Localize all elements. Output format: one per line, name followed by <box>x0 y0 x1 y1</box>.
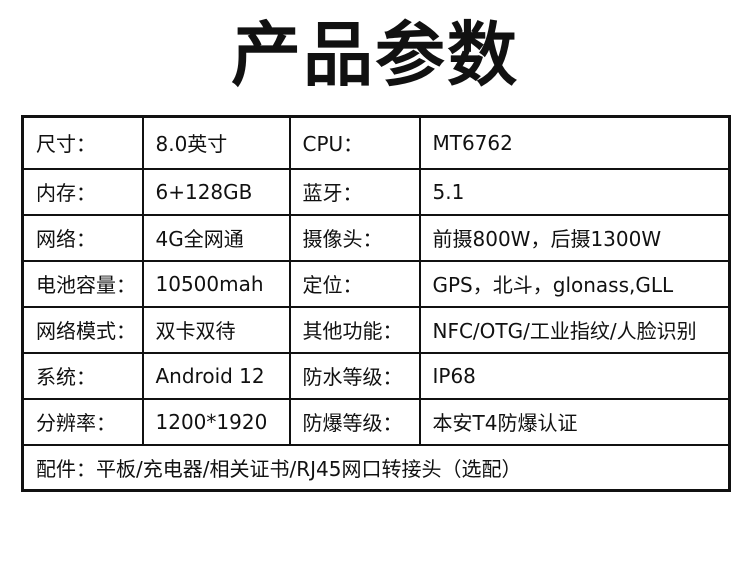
table-row: 网络模式： 双卡双待 其他功能： NFC/OTG/工业指纹/人脸识别 <box>21 305 731 354</box>
spec-label: CPU： <box>288 115 421 170</box>
table-row: 尺寸： 8.0英寸 CPU： MT6762 <box>21 115 731 170</box>
table-row: 网络： 4G全网通 摄像头： 前摄800W，后摄1300W <box>21 213 731 262</box>
spec-value: IP68 <box>418 351 731 400</box>
spec-value: 本安T4防爆认证 <box>418 397 731 446</box>
table-row: 系统： Android 12 防水等级： IP68 <box>21 351 731 400</box>
table-row: 配件：平板/充电器/相关证书/RJ45网口转接头（选配） <box>21 443 731 492</box>
spec-label: 系统： <box>21 351 144 400</box>
spec-label: 尺寸： <box>21 115 144 170</box>
footer-note: 配件：平板/充电器/相关证书/RJ45网口转接头（选配） <box>21 443 731 492</box>
spec-label: 分辨率： <box>21 397 144 446</box>
spec-value: 6+128GB <box>141 167 291 216</box>
spec-label: 摄像头： <box>288 213 421 262</box>
spec-label: 定位： <box>288 259 421 308</box>
spec-value: 10500mah <box>141 259 291 308</box>
spec-label: 蓝牙： <box>288 167 421 216</box>
spec-value: 1200*1920 <box>141 397 291 446</box>
spec-label: 网络： <box>21 213 144 262</box>
spec-value: 4G全网通 <box>141 213 291 262</box>
table-row: 电池容量： 10500mah 定位： GPS，北斗，glonass,GLL <box>21 259 731 308</box>
spec-value: GPS，北斗，glonass,GLL <box>418 259 731 308</box>
spec-label: 电池容量： <box>21 259 144 308</box>
spec-value: MT6762 <box>418 115 731 170</box>
spec-value: Android 12 <box>141 351 291 400</box>
spec-label: 防水等级： <box>288 351 421 400</box>
title: 产品参数 <box>231 14 519 96</box>
spec-value: 5.1 <box>418 167 731 216</box>
table-row: 分辨率： 1200*1920 防爆等级： 本安T4防爆认证 <box>21 397 731 446</box>
spec-value: NFC/OTG/工业指纹/人脸识别 <box>418 305 731 354</box>
spec-label: 网络模式： <box>21 305 144 354</box>
spec-label: 防爆等级： <box>288 397 421 446</box>
spec-table: 尺寸： 8.0英寸 CPU： MT6762 内存： 6+128GB 蓝牙： 5.1 网络： 4G全… <box>21 115 731 492</box>
spec-value: 前摄800W，后摄1300W <box>418 213 731 262</box>
spec-value: 8.0英寸 <box>141 115 291 170</box>
spec-label: 其他功能： <box>288 305 421 354</box>
spec-label: 内存： <box>21 167 144 216</box>
spec-value: 双卡双待 <box>141 305 291 354</box>
table-row: 内存： 6+128GB 蓝牙： 5.1 <box>21 167 731 216</box>
